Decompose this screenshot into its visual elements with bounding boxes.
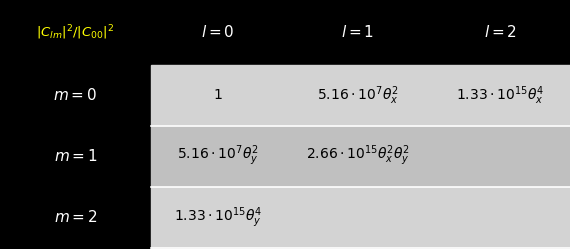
Bar <box>0 65 151 126</box>
Bar <box>0 187 151 248</box>
Text: $l = 1$: $l = 1$ <box>341 24 374 40</box>
Text: $m = 2$: $m = 2$ <box>54 209 97 225</box>
Text: $l = 2$: $l = 2$ <box>483 24 517 40</box>
Bar <box>151 126 570 187</box>
Text: $m = 1$: $m = 1$ <box>54 148 97 164</box>
Text: $5.16 \cdot 10^{7}\theta_y^{2}$: $5.16 \cdot 10^{7}\theta_y^{2}$ <box>177 144 259 169</box>
Bar <box>0 0 570 65</box>
Text: $2.66 \cdot 10^{15}\theta_x^{2}\theta_y^{2}$: $2.66 \cdot 10^{15}\theta_x^{2}\theta_y^… <box>306 144 410 169</box>
Bar <box>151 65 570 126</box>
Text: $1.33 \cdot 10^{15}\theta_x^{4}$: $1.33 \cdot 10^{15}\theta_x^{4}$ <box>456 84 544 107</box>
Text: $l = 0$: $l = 0$ <box>201 24 235 40</box>
Text: $1$: $1$ <box>213 88 223 102</box>
Text: $1.33 \cdot 10^{15}\theta_y^{4}$: $1.33 \cdot 10^{15}\theta_y^{4}$ <box>174 205 262 230</box>
Text: $m = 0$: $m = 0$ <box>54 87 97 103</box>
Text: $|C_{lm}|^2/|C_{00}|^2$: $|C_{lm}|^2/|C_{00}|^2$ <box>36 23 115 42</box>
Bar <box>0 126 151 187</box>
Text: $5.16 \cdot 10^{7}\theta_x^{2}$: $5.16 \cdot 10^{7}\theta_x^{2}$ <box>317 84 398 107</box>
Bar <box>151 187 570 248</box>
